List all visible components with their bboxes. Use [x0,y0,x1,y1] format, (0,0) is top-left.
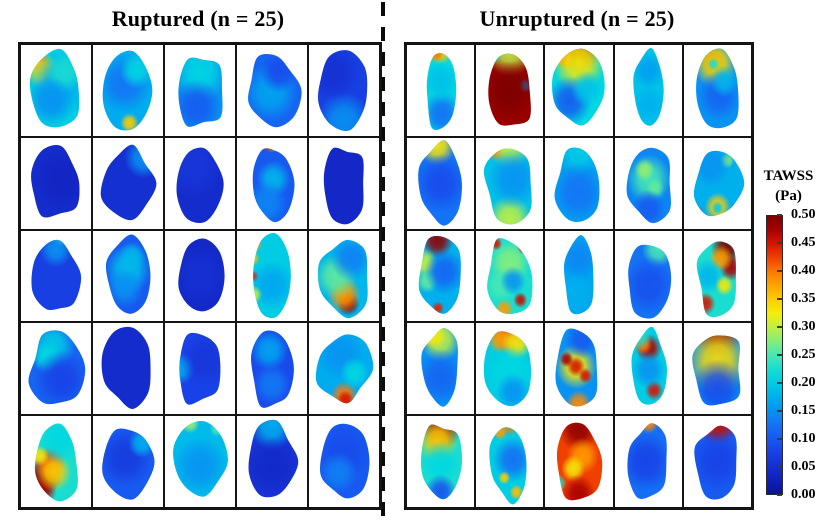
ruptured-aneurysm-cell-r5c3 [164,415,236,508]
unruptured-aneurysm-cell-r4c1 [406,322,476,416]
colorbar-tick-label: 0.25 [791,347,816,362]
ruptured-aneurysm-cell-r1c5 [308,44,380,137]
unruptured-aneurysm-cell-r3c4 [613,229,683,323]
unruptured-aneurysm-cell-r5c4 [613,415,683,508]
ruptured-aneurysm-cell-r2c2 [92,136,164,230]
unruptured-aneurysm-cell-r1c5 [682,44,752,137]
unruptured-aneurysm-cell-r2c4 [613,136,683,230]
colorbar-tick-mark [777,214,782,216]
colorbar-tick-mark [777,410,782,412]
colorbar-tick-mark [777,326,782,328]
ruptured-aneurysm-cell-r1c2 [92,44,164,137]
ruptured-aneurysm-cell-r5c1 [20,415,92,508]
unruptured-aneurysm-cell-r2c1 [406,136,476,230]
unruptured-aneurysm-cell-r4c4 [613,322,683,416]
dashed-divider [381,2,385,526]
ruptured-aneurysm-cell-r3c3 [164,229,236,323]
unruptured-aneurysm-cell-r1c2 [475,44,545,137]
panel-title-ruptured: Ruptured (n = 25) [111,6,285,31]
ruptured-aneurysm-cell-r4c4 [236,322,308,416]
unruptured-aneurysm-cell-r2c5 [682,136,752,230]
ruptured-aneurysm-cell-r3c5 [308,229,380,323]
unruptured-aneurysm-cell-r3c2 [475,229,545,323]
ruptured-aneurysm-cell-r3c2 [92,229,164,323]
unruptured-aneurysm-cell-r1c4 [613,44,683,137]
ruptured-aneurysm-cell-r1c3 [164,44,236,137]
colorbar-tick-mark [777,270,782,272]
panel-title-unruptured: Unruptured (n = 25) [479,6,675,31]
unruptured-aneurysm-cell-r4c3 [544,322,614,416]
ruptured-aneurysm-cell-r3c4 [236,229,308,323]
ruptured-aneurysm-cell-r5c5 [308,415,380,508]
grid-unruptured [404,42,754,510]
colorbar-title-line2: (Pa) [775,187,802,204]
colorbar-title-line1: TAWSS [763,168,814,184]
ruptured-aneurysm-cell-r4c2 [92,322,164,416]
ruptured-aneurysm-cell-r3c1 [20,229,92,323]
unruptured-aneurysm-cell-r2c2 [475,136,545,230]
colorbar-gradient [766,215,783,495]
colorbar-tick-label: 0.05 [791,459,816,474]
unruptured-aneurysm-cell-r2c3 [544,136,614,230]
unruptured-aneurysm-cell-r1c3 [544,44,614,137]
ruptured-aneurysm-cell-r1c1 [20,44,92,137]
colorbar-tick-mark [777,354,782,356]
ruptured-aneurysm-cell-r4c5 [308,322,380,416]
ruptured-aneurysm-cell-r4c1 [20,322,92,416]
unruptured-aneurysm-cell-r1c1 [406,44,476,137]
colorbar-tick-label: 0.35 [791,291,816,306]
unruptured-aneurysm-cell-r5c2 [475,415,545,508]
ruptured-aneurysm-cell-r2c5 [308,136,380,230]
unruptured-aneurysm-cell-r4c5 [682,322,752,416]
colorbar-tick-label: 0.30 [791,319,816,334]
ruptured-aneurysm-cell-r2c1 [20,136,92,230]
colorbar-tick-mark [777,382,782,384]
colorbar-tick-label: 0.20 [791,375,816,390]
colorbar-tick-label: 0.45 [791,235,816,250]
unruptured-aneurysm-cell-r5c1 [406,415,476,508]
ruptured-aneurysm-cell-r4c3 [164,322,236,416]
colorbar-tick-label: 0.00 [791,487,816,502]
ruptured-aneurysm-cell-r2c4 [236,136,308,230]
ruptured-aneurysm-cell-r2c3 [164,136,236,230]
grid-ruptured [18,42,382,510]
colorbar-tick-label: 0.10 [791,431,816,446]
colorbar-tick-label: 0.15 [791,403,816,418]
unruptured-aneurysm-cell-r5c5 [682,415,752,508]
unruptured-aneurysm-cell-r4c2 [475,322,545,416]
colorbar-tick-mark [777,438,782,440]
colorbar-tick-label: 0.40 [791,263,816,278]
unruptured-aneurysm-cell-r3c3 [544,229,614,323]
ruptured-aneurysm-cell-r5c2 [92,415,164,508]
unruptured-aneurysm-cell-r3c1 [406,229,476,323]
colorbar-tick-mark [777,494,782,496]
colorbar-title: TAWSS (Pa) [748,167,829,206]
ruptured-aneurysm-cell-r5c4 [236,415,308,508]
colorbar-tick-mark [777,242,782,244]
colorbar-tick-mark [777,466,782,468]
unruptured-aneurysm-cell-r3c5 [682,229,752,323]
unruptured-aneurysm-cell-r5c3 [544,415,614,508]
colorbar-tick-mark [777,298,782,300]
ruptured-aneurysm-cell-r1c4 [236,44,308,137]
colorbar-tick-label: 0.50 [791,207,816,222]
